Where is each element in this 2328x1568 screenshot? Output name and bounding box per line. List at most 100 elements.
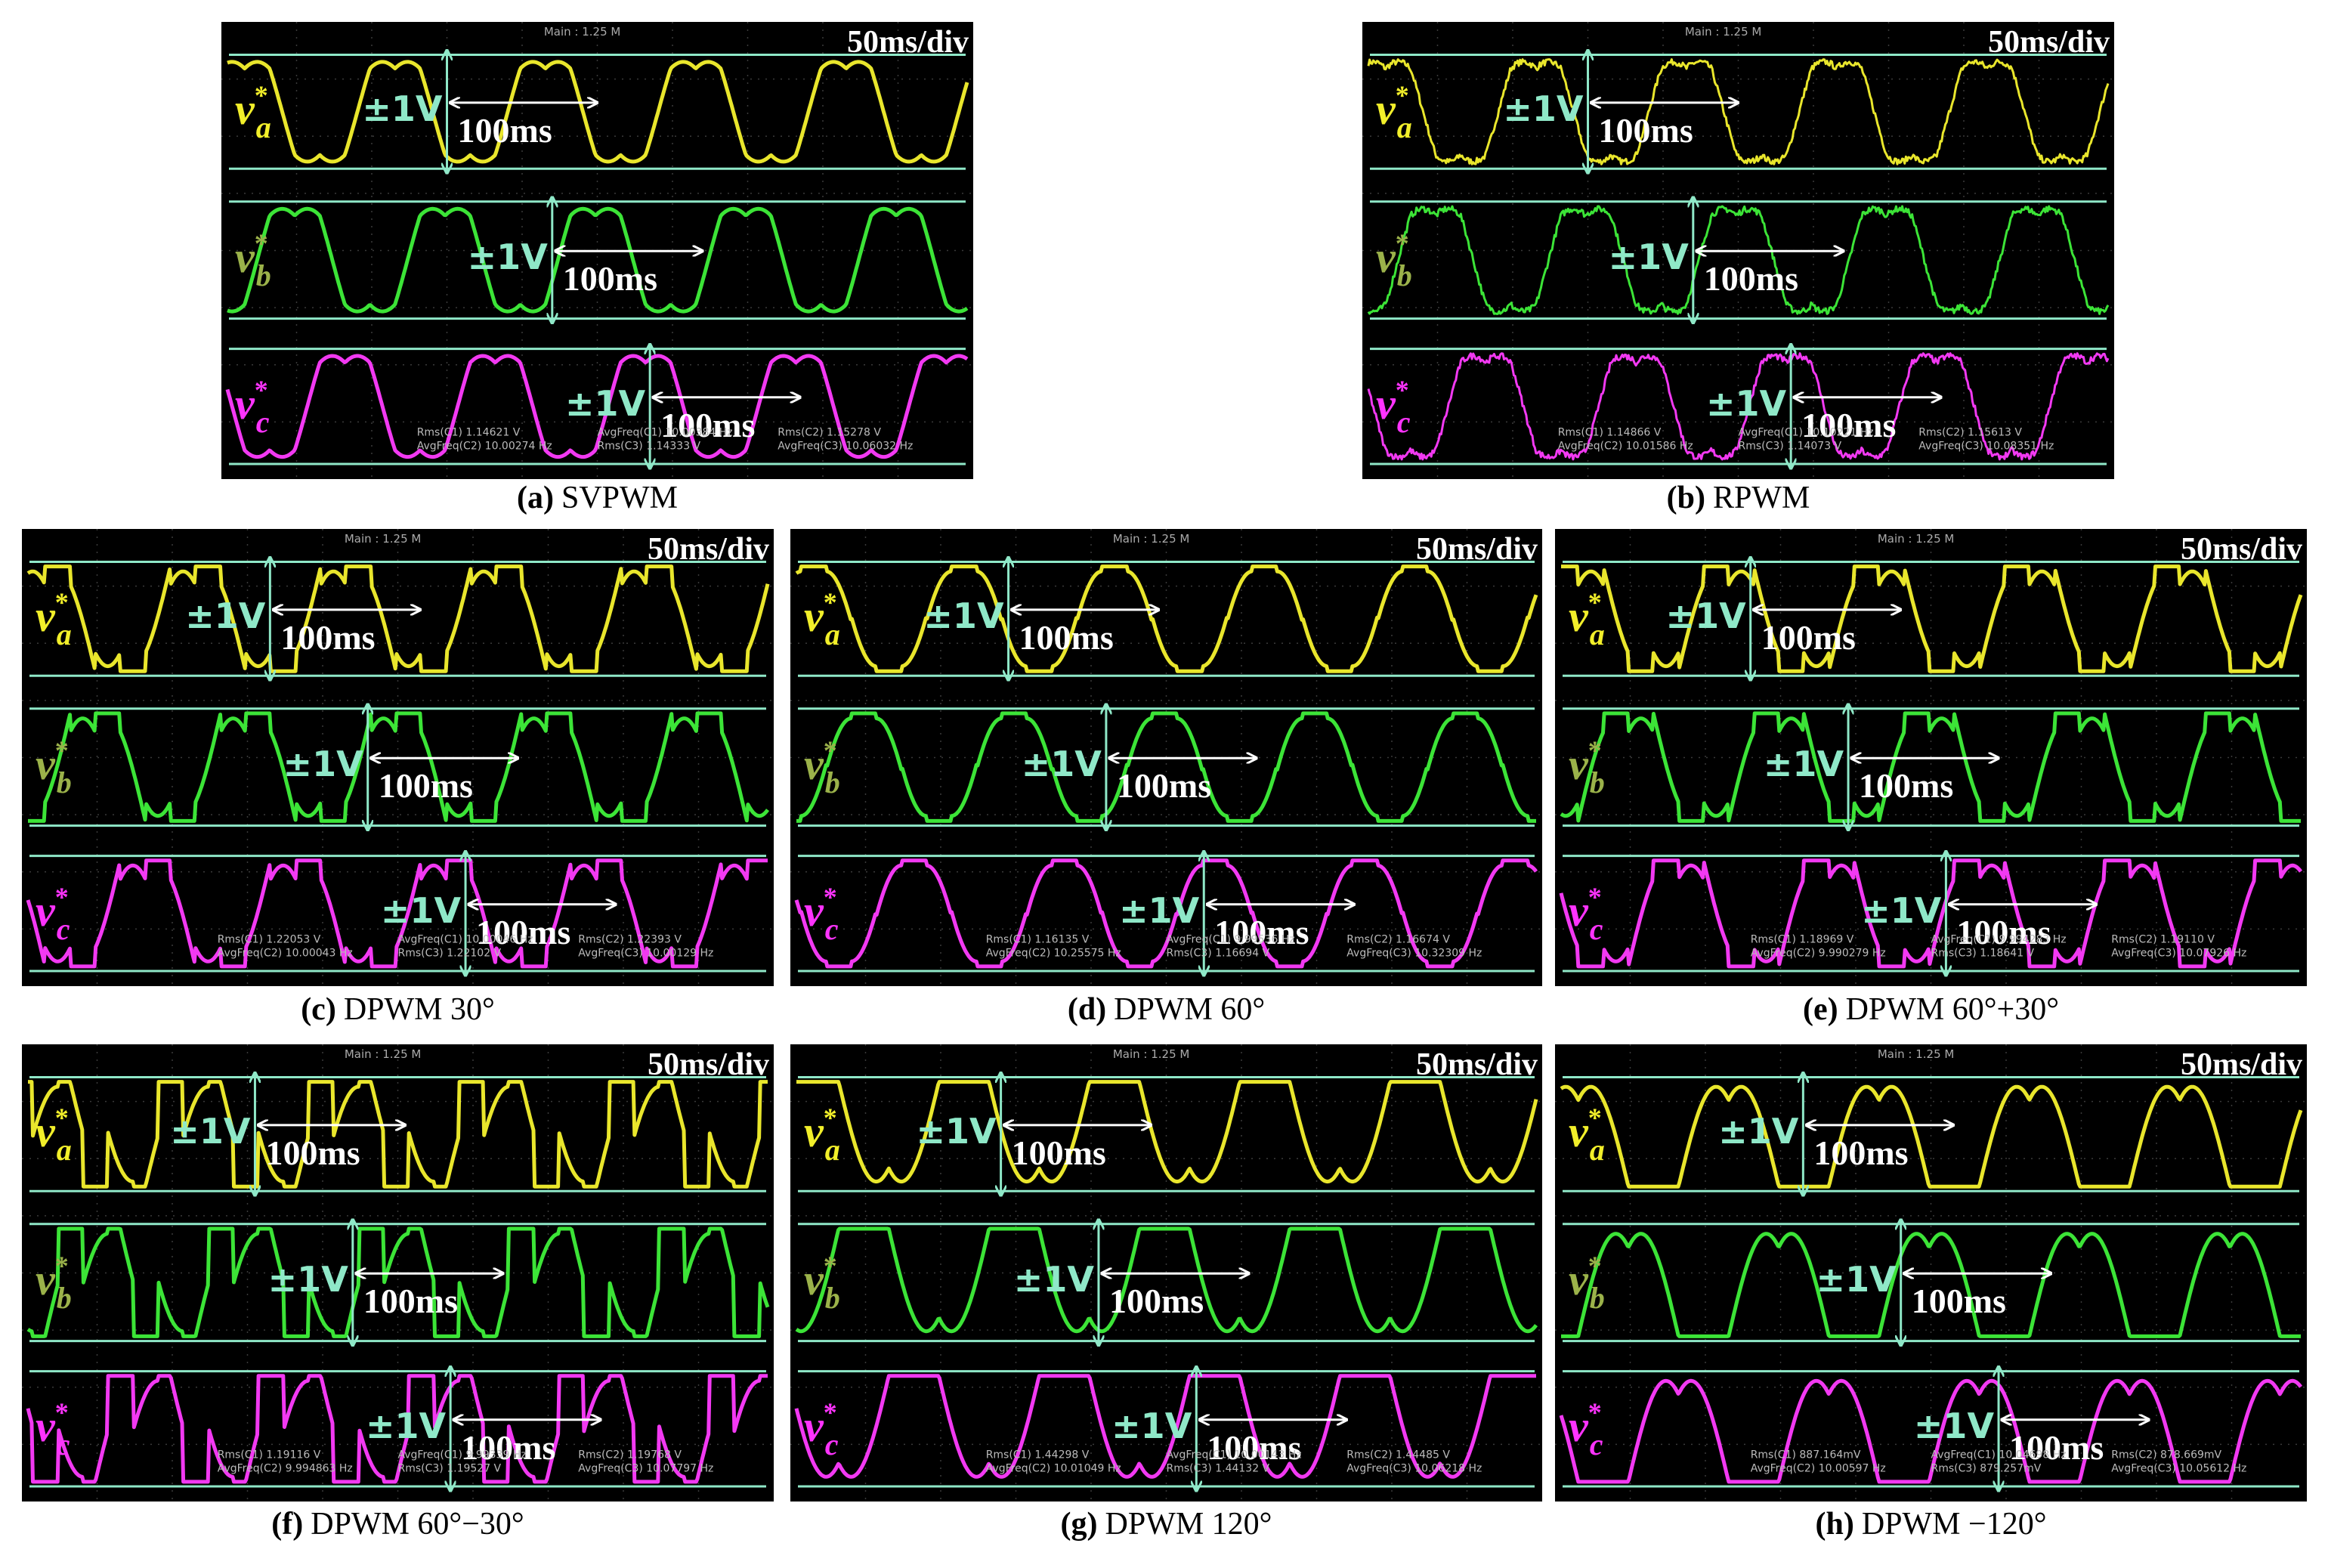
waveform [1559,858,2303,969]
channel-label: v* b [1376,228,1412,292]
measurement: Rms(C1) 1.16135 V [986,934,1090,946]
measurement: Rms(C2) 1.19768 V [578,1449,682,1461]
scope-header: Main : 1.25 M [544,25,621,39]
measurement: Rms(C1) 1.14866 V [1558,427,1662,439]
channel-label-sup: * [824,1251,837,1281]
channel-label-base: v [804,592,824,641]
caption-name: DPWM 30° [344,992,495,1027]
channel-label-sup: * [55,587,69,617]
period-label: 100ms [1207,1428,1301,1467]
caption-name: DPWM 60°−30° [311,1507,524,1542]
channel-label: v* c [36,882,70,946]
waveform [795,1226,1538,1334]
channel-label: v* a [804,1103,840,1167]
amplitude-label: ±1V [1861,890,1942,931]
scope-header: Main : 1.25 M [1878,1047,1955,1061]
channel-label: v* b [804,735,840,799]
panel-caption: (c) DPWM 30° [301,992,495,1027]
measurement: AvgFreq(C3) 10.00129 Hz [578,948,713,960]
waveform [794,1374,1537,1479]
channel-label-sub: a [1397,110,1412,144]
channel-label-sup: * [1588,1251,1602,1281]
channel-label-sub: c [57,1427,70,1461]
scope-header: Main : 1.25 M [1685,25,1762,39]
measurement: Rms(C3) 1.14073 V [1739,441,1842,453]
period-label: 100ms [363,1282,458,1320]
measurement: Rms(C1) 1.44298 V [986,1449,1090,1461]
channel-label: v* a [36,587,72,651]
measurement: Rms(C3) 1.18641 V [1931,948,2035,960]
measurement: Rms(C2) 1.15613 V [1918,427,2022,439]
waveform [27,711,770,823]
channel-label-sub: c [1590,1427,1603,1461]
amplitude-label: ±1V [1503,88,1584,129]
channel-label-sub: c [256,405,270,439]
period-label: 100ms [1704,259,1798,298]
channel-label: v* a [36,1103,72,1167]
waveform [1560,564,2303,673]
period-label: 100ms [1859,766,1953,805]
channel-label: v* b [1569,1251,1605,1315]
measurement: AvgFreq(C3) 10.07797 Hz [578,1463,713,1475]
channel-label-sub: c [1590,912,1603,946]
channel-label-base: v [36,1107,56,1156]
channel-label-base: v [1569,740,1589,789]
measurement: AvgFreq(C2) 10.01049 Hz [986,1463,1121,1475]
measurement: Rms(C1) 887.164mV [1751,1449,1861,1461]
amplitude-label: ±1V [1718,1111,1799,1152]
channel-label-base: v [36,886,56,936]
channel-label-base: v [1376,379,1396,428]
channel-label-sub: c [825,912,839,946]
measurement: AvgFreq(C1) 10.00384 Hz [598,427,733,439]
measurement: AvgFreq(C2) 10.01586 Hz [1558,441,1693,453]
panel-caption: (g) DPWM 120° [1061,1507,1272,1542]
measurement: AvgFreq(C1) 9.99536 Hz [1167,934,1295,946]
caption-label: (e) [1803,992,1838,1027]
caption-name: DPWM 120° [1105,1507,1272,1542]
channel-label-sup: * [1396,228,1409,258]
measurement: AvgFreq(C2) 10.00597 Hz [1751,1463,1886,1475]
channel-label: v* c [235,375,270,439]
channel-label-base: v [1376,233,1396,282]
waveform [795,564,1538,673]
channel-label-sup: * [824,1397,837,1427]
channel-label-sub: c [1397,405,1411,439]
waveform [227,60,969,164]
amplitude-label: ±1V [1706,383,1787,424]
waveform [1367,352,2110,461]
channel-label-base: v [804,1255,824,1304]
channel-label: v* c [1569,1397,1603,1461]
measurement: Rms(C1) 1.19116 V [218,1449,321,1461]
channel-label-sub: c [57,912,70,946]
waveform [26,1374,768,1484]
channel-label-sub: b [825,765,840,799]
measurement: AvgFreq(C3) 10.06032 Hz [778,441,913,453]
amplitude-label: ±1V [1119,890,1200,931]
panel-caption: (b) RPWM [1667,481,1810,515]
channel-label: v* b [36,735,72,799]
waveform [26,858,768,969]
channel-label-sup: * [1396,80,1409,110]
measurement: AvgFreq(C2) 9.994863 Hz [218,1463,353,1475]
measurement: Rms(C3) 1.14333 V [598,441,701,453]
measurement: Rms(C1) 1.22053 V [218,934,321,946]
period-label: 100ms [1956,913,2051,951]
measurement: Rms(C2) 1.19110 V [2111,934,2215,946]
channel-label-sub: b [256,258,271,292]
channel-label-sup: * [55,882,69,912]
measurement: AvgFreq(C2) 9.990279 Hz [1751,948,1886,960]
caption-label: (g) [1061,1507,1098,1542]
waveform [1560,1084,2303,1189]
period-label: 100ms [280,618,375,657]
channel-label-sub: b [1590,1281,1605,1315]
caption-label: (a) [517,481,554,515]
channel-label-base: v [804,1402,824,1451]
waveform [1560,1232,2302,1338]
amplitude-label: ±1V [170,1111,251,1152]
waveform [796,1080,1538,1184]
measurement: AvgFreq(C3) 10.06218 Hz [1346,1463,1482,1475]
